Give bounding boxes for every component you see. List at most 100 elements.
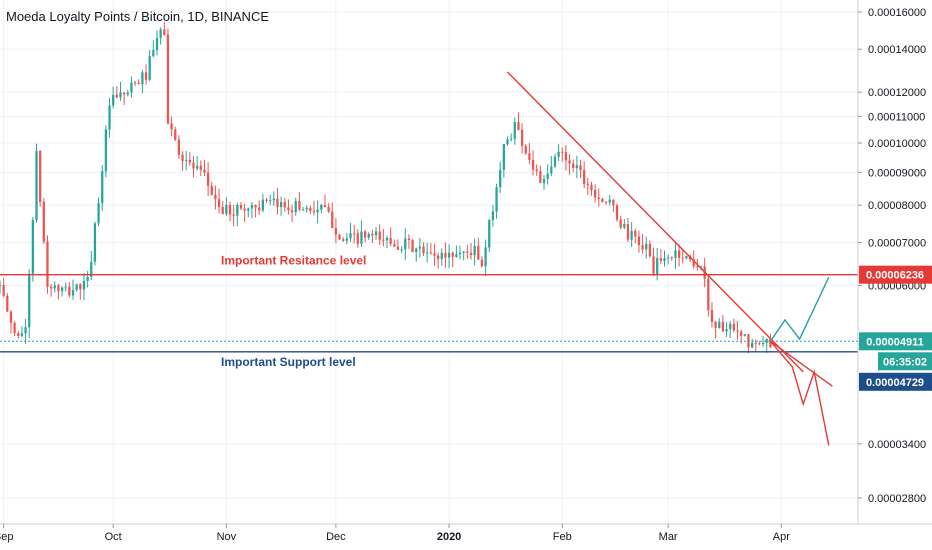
support-annotation: Important Support level: [221, 355, 356, 369]
candle-body: [407, 238, 411, 240]
candle-body: [159, 29, 162, 39]
candle-body: [736, 330, 739, 332]
resistance-price-badge: 0.00006236: [859, 265, 932, 284]
candle-body: [422, 246, 425, 254]
candle-body: [163, 29, 166, 35]
candle-body: [524, 145, 527, 154]
candle-body: [269, 200, 272, 202]
candle-body: [9, 311, 13, 323]
candle-body: [575, 165, 578, 169]
candle-body: [568, 160, 571, 164]
candle-body: [305, 207, 308, 210]
candle-body: [243, 208, 246, 211]
candle-body: [133, 82, 137, 84]
candle-body: [119, 92, 122, 98]
candle-body: [663, 258, 666, 261]
svg-text:0.00006236: 0.00006236: [866, 270, 924, 282]
candle-body: [28, 273, 31, 328]
candle-body: [225, 205, 228, 214]
candle-body: [513, 122, 516, 139]
time-axis-background: [0, 524, 932, 550]
candle-body: [137, 82, 140, 85]
candle-body: [294, 201, 297, 213]
candle-body: [276, 198, 279, 208]
candle-body: [334, 228, 338, 235]
candle-body: [97, 202, 100, 224]
candle-body: [280, 202, 283, 208]
candle-body: [458, 252, 462, 255]
candle-body: [656, 258, 659, 274]
candle-body: [517, 122, 520, 130]
candle-body: [79, 284, 82, 290]
candle-body: [323, 204, 327, 207]
candle-body: [382, 239, 385, 241]
candle-body: [126, 92, 129, 95]
candle-body: [652, 256, 655, 274]
candle-body: [287, 207, 290, 211]
y-tick-label: 0.00008000: [868, 200, 926, 212]
candle-body: [363, 231, 367, 238]
candle-body: [400, 249, 403, 251]
candle-body: [301, 209, 305, 211]
candle-body: [418, 246, 422, 249]
candle-body: [360, 231, 363, 244]
candle-body: [499, 169, 502, 188]
candle-body: [31, 220, 34, 274]
candle-body: [531, 159, 535, 170]
candle-body: [53, 285, 56, 289]
candle-body: [371, 233, 374, 236]
x-tick-label: Dec: [326, 531, 346, 543]
candle-body: [535, 169, 538, 172]
candle-body: [462, 251, 465, 253]
candle-body: [714, 321, 717, 329]
x-tick-label: Nov: [217, 531, 237, 543]
candle-body: [590, 184, 593, 190]
candle-body: [130, 82, 133, 93]
candle-body: [718, 321, 721, 329]
candle-body: [385, 237, 389, 241]
candle-body: [455, 254, 458, 257]
candle-body: [710, 310, 714, 322]
projection-down-path: [769, 340, 830, 446]
candle-body: [185, 159, 188, 161]
support-price-badge: 0.00004729: [859, 372, 932, 391]
candle-body: [298, 201, 301, 210]
y-tick-label: 0.00009000: [868, 167, 926, 179]
candle-body: [520, 129, 524, 146]
y-tick-label: 0.00012000: [868, 87, 926, 99]
candle-body: [221, 206, 224, 214]
candle-body: [557, 151, 560, 157]
y-tick-label: 0.00014000: [868, 44, 926, 56]
resistance-annotation: Important Resitance level: [221, 254, 366, 268]
candle-body: [6, 295, 9, 312]
candle-body: [444, 252, 447, 258]
candle-body: [641, 245, 644, 250]
candle-body: [597, 197, 600, 199]
candle-body: [725, 329, 728, 332]
candle-body: [272, 198, 275, 201]
candle-body: [502, 144, 505, 170]
candle-body: [236, 204, 239, 216]
candle-body: [49, 286, 53, 289]
candle-body: [583, 170, 586, 184]
candle-body: [152, 49, 155, 57]
candle-body: [564, 152, 568, 161]
y-tick-label: 0.00007000: [868, 237, 926, 249]
candle-body: [473, 245, 476, 256]
candle-body: [174, 129, 177, 140]
candle-body: [217, 199, 221, 207]
projection-down-line: [769, 340, 833, 387]
svg-text:0.00004729: 0.00004729: [866, 377, 924, 389]
candle-body: [258, 207, 261, 211]
candle-body: [586, 183, 589, 185]
candle-body: [466, 251, 469, 253]
candle-body: [196, 165, 199, 169]
candle-body: [82, 281, 86, 290]
candle-body: [144, 72, 148, 80]
candle-body: [112, 94, 115, 106]
candle-body: [542, 178, 546, 183]
candle-body: [155, 38, 159, 50]
candle-body: [290, 210, 294, 213]
candle-body: [447, 252, 451, 258]
